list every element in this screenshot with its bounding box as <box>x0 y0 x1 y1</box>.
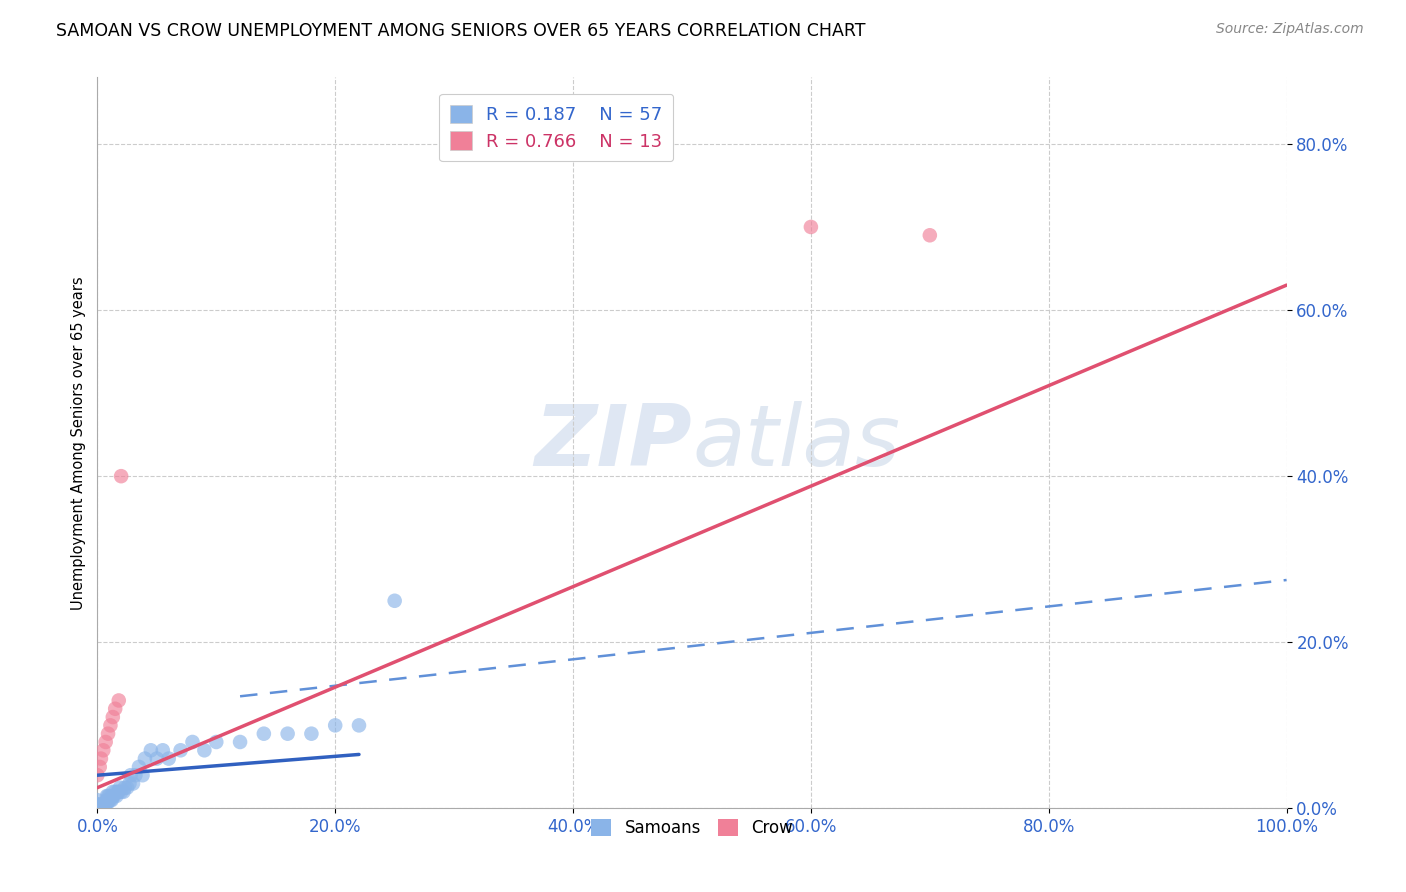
Point <box>110 785 132 799</box>
Point <box>86 801 108 815</box>
Point <box>91 743 114 757</box>
Point <box>118 776 141 790</box>
Point <box>253 727 276 741</box>
Point <box>98 789 121 803</box>
Text: ZIP: ZIP <box>534 401 692 484</box>
Point <box>115 780 138 795</box>
Point <box>90 801 112 815</box>
Point <box>105 789 128 803</box>
Point <box>101 785 124 799</box>
Point <box>96 797 118 812</box>
Point <box>139 743 162 757</box>
Point <box>98 793 121 807</box>
Point <box>100 793 122 807</box>
Point <box>152 743 174 757</box>
Point <box>101 789 124 803</box>
Point <box>104 785 127 799</box>
Point <box>86 768 108 782</box>
Point <box>128 760 150 774</box>
Point <box>100 793 122 807</box>
Point <box>110 469 132 483</box>
Point <box>157 751 180 765</box>
Point <box>146 751 169 765</box>
Point <box>120 768 142 782</box>
Point <box>347 718 370 732</box>
Point <box>277 727 299 741</box>
Point <box>94 797 117 812</box>
Text: SAMOAN VS CROW UNEMPLOYMENT AMONG SENIORS OVER 65 YEARS CORRELATION CHART: SAMOAN VS CROW UNEMPLOYMENT AMONG SENIOR… <box>56 22 866 40</box>
Point <box>86 797 108 812</box>
Point <box>108 780 131 795</box>
Point <box>134 751 156 765</box>
Point <box>114 780 136 795</box>
Point <box>323 718 346 732</box>
Point <box>96 793 118 807</box>
Point <box>90 801 112 815</box>
Point <box>86 801 108 815</box>
Point <box>205 735 228 749</box>
Y-axis label: Unemployment Among Seniors over 65 years: Unemployment Among Seniors over 65 years <box>72 277 86 610</box>
Point <box>800 219 823 234</box>
Point <box>107 785 129 799</box>
Point <box>181 735 204 749</box>
Point <box>86 793 108 807</box>
Point <box>122 776 145 790</box>
Point <box>107 785 129 799</box>
Point <box>93 801 115 815</box>
Point <box>131 768 153 782</box>
Point <box>97 789 120 803</box>
Text: atlas: atlas <box>692 401 900 484</box>
Point <box>299 727 322 741</box>
Point <box>169 743 191 757</box>
Point <box>229 735 252 749</box>
Point <box>193 743 215 757</box>
Text: Source: ZipAtlas.com: Source: ZipAtlas.com <box>1216 22 1364 37</box>
Point <box>100 718 122 732</box>
Legend: Samoans, Crow: Samoans, Crow <box>585 813 800 844</box>
Point <box>86 797 108 812</box>
Point <box>107 693 129 707</box>
Point <box>90 751 112 765</box>
Point <box>93 801 115 815</box>
Point <box>112 785 135 799</box>
Point <box>91 797 114 812</box>
Point <box>101 710 124 724</box>
Point <box>124 768 146 782</box>
Point <box>94 735 117 749</box>
Point <box>86 801 108 815</box>
Point <box>96 789 118 803</box>
Point <box>97 793 120 807</box>
Point <box>104 702 127 716</box>
Point <box>103 789 125 803</box>
Point <box>97 727 120 741</box>
Point <box>94 797 117 812</box>
Point <box>91 797 114 812</box>
Point <box>384 594 406 608</box>
Point <box>89 760 111 774</box>
Point <box>918 228 941 243</box>
